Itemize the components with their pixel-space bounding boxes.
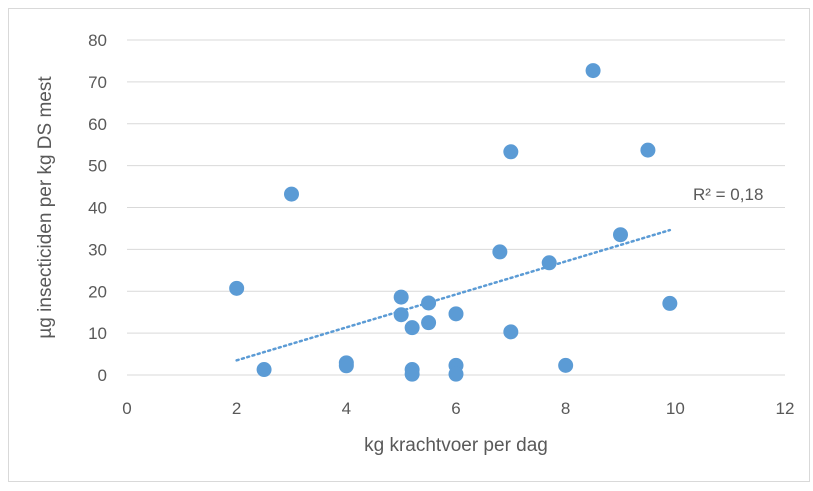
x-tick-label: 8	[561, 399, 570, 418]
x-tick-label: 0	[122, 399, 131, 418]
data-point	[421, 295, 437, 311]
y-tick-labels: 0 10 20 30 40 50 60 70 80	[88, 31, 107, 385]
y-axis-title: µg insecticiden per kg DS mest	[35, 76, 56, 339]
data-point	[421, 315, 437, 331]
data-point	[229, 280, 245, 296]
y-tick-label: 10	[88, 324, 107, 343]
y-tick-label: 30	[88, 240, 107, 259]
data-point	[492, 244, 508, 260]
data-point	[338, 358, 354, 374]
data-point	[404, 366, 420, 382]
x-tick-label: 6	[451, 399, 460, 418]
chart-border	[8, 8, 810, 482]
x-tick-label: 2	[232, 399, 241, 418]
data-point	[613, 227, 628, 243]
data-point	[503, 144, 519, 160]
data-point	[662, 295, 678, 311]
data-point	[256, 362, 272, 378]
x-tick-label: 10	[666, 399, 685, 418]
data-point	[541, 255, 557, 271]
y-tick-label: 40	[88, 199, 107, 218]
data-point	[448, 306, 464, 322]
x-tick-label: 4	[342, 399, 351, 418]
x-tick-labels: 0 2 4 6 8 10 12	[122, 399, 794, 418]
y-tick-label: 50	[88, 157, 107, 176]
x-tick-label: 12	[776, 399, 795, 418]
data-points	[229, 63, 678, 382]
data-point	[558, 357, 574, 373]
y-tick-label: 20	[88, 282, 107, 301]
data-point	[404, 320, 420, 336]
data-point	[585, 63, 601, 79]
x-axis-title: kg krachtvoer per dag	[364, 435, 548, 456]
trendline	[235, 228, 672, 362]
data-point	[284, 186, 299, 202]
data-point	[640, 142, 656, 158]
r-squared-label: R² = 0,18	[693, 185, 763, 204]
y-tick-label: 0	[98, 366, 107, 385]
data-point	[393, 307, 409, 323]
data-point	[503, 324, 519, 340]
y-tick-label: 60	[88, 115, 107, 134]
data-point	[448, 366, 464, 382]
data-point	[393, 289, 409, 305]
y-tick-label: 70	[88, 73, 107, 92]
y-tick-label: 80	[88, 31, 107, 50]
